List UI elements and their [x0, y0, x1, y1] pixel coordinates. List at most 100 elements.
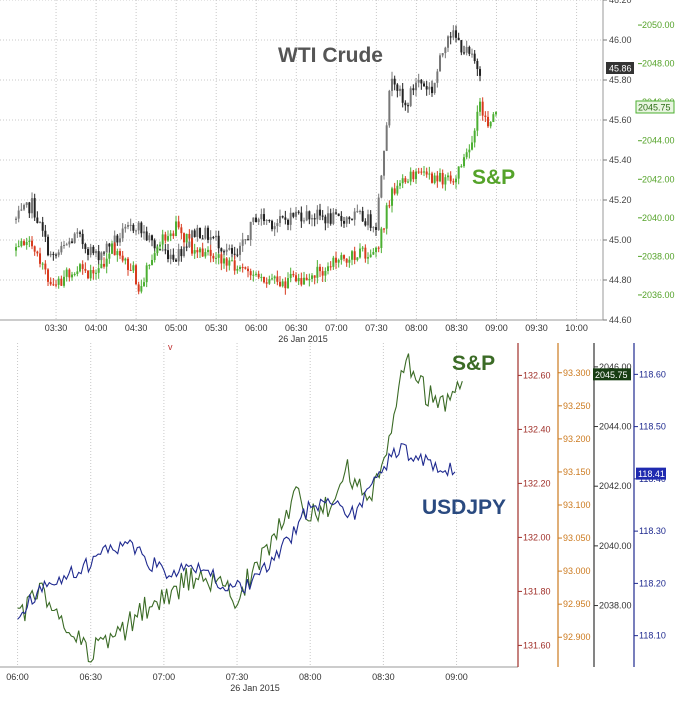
spx-top-candle	[113, 243, 116, 256]
spx-top-candle	[151, 259, 154, 265]
spx-top-candle	[215, 257, 218, 259]
wti-candle	[143, 231, 146, 234]
wti-candle	[292, 212, 295, 217]
spx-top-candle	[319, 266, 322, 272]
spx-top-candle	[140, 286, 143, 292]
top-date-label: 26 Jan 2015	[278, 334, 328, 344]
top-x-tick-label: 10:00	[565, 323, 588, 333]
wti-candle	[228, 248, 231, 250]
spx-top-candle	[73, 273, 76, 275]
wti-candle	[396, 84, 399, 91]
wti-axis-tick-label: 45.00	[609, 235, 632, 245]
spx-top-candle	[164, 234, 167, 241]
red-axis-tick-label: 131.60	[523, 640, 551, 650]
wti-axis-tick-label: 45.40	[609, 155, 632, 165]
wti-candle	[337, 213, 340, 216]
wti-candle	[97, 251, 100, 261]
wti-candle	[321, 215, 324, 217]
spx-top-candle	[417, 171, 420, 173]
spx-top-candle	[377, 247, 380, 249]
spx-top-candle	[436, 175, 439, 182]
wti-candle	[108, 243, 111, 247]
spx-top-candle	[380, 228, 383, 248]
wti-candle	[28, 202, 31, 214]
wti-candle	[103, 252, 106, 254]
spx-top-candle	[129, 269, 132, 271]
red-axis-tick-label: 132.20	[523, 478, 551, 488]
wti-candle	[17, 210, 20, 219]
wti-candle	[311, 218, 314, 220]
spx-top-candle	[87, 270, 90, 279]
spx-top-candle	[233, 260, 236, 271]
wti-candle	[225, 249, 228, 252]
orange-axis-tick-label: 93.300	[563, 368, 591, 378]
spx-top-candle	[364, 247, 367, 259]
wti-candle	[193, 230, 196, 238]
spx-top-candle	[353, 251, 356, 260]
wti-candle	[425, 86, 428, 90]
wti-candle	[255, 217, 258, 223]
spx-top-candle	[356, 257, 359, 260]
wti-axis-tick-label: 46.20	[609, 0, 632, 5]
spx-top-candle	[468, 149, 471, 153]
spx-top-candle	[305, 277, 308, 281]
wti-candle	[140, 222, 143, 234]
wti-candle	[372, 227, 375, 229]
wti-candle	[25, 202, 28, 206]
spx-top-candle	[20, 241, 23, 247]
wti-candle	[308, 211, 311, 220]
spx-top-candle	[241, 267, 244, 269]
spx-series-label-bottom: S&P	[452, 352, 495, 375]
wti-candle	[65, 244, 68, 246]
spx-top-candle	[185, 233, 188, 243]
spx-top-candle	[369, 254, 372, 258]
spx-top-candle	[308, 278, 311, 281]
wti-candle	[439, 55, 442, 72]
spx-bottom-axis-tick-label: 2044.00	[599, 422, 632, 432]
spx-top-candle	[49, 281, 52, 285]
wti-candle	[345, 217, 348, 224]
wti-candle	[81, 233, 84, 245]
spx-top-candle	[271, 278, 274, 280]
wti-candle	[41, 222, 44, 231]
spx-top-candle	[71, 274, 74, 278]
spx-last-value-top: 2045.75	[638, 102, 671, 112]
wti-candle	[465, 46, 468, 53]
spx-top-candle	[217, 254, 220, 258]
spx-top-candle	[404, 178, 407, 183]
wti-candle	[175, 259, 178, 262]
spx-top-candle	[105, 258, 108, 267]
wti-candle	[204, 227, 207, 239]
wti-candle	[420, 79, 423, 84]
spx-top-candle	[52, 284, 55, 286]
bottom-x-tick-label: 06:00	[6, 672, 29, 682]
wti-candle	[113, 235, 116, 247]
spx-top-candle	[487, 116, 490, 127]
wti-candle	[471, 53, 474, 55]
wti-candle	[161, 249, 164, 251]
spx-top-candle	[300, 278, 303, 285]
spx-axis-tick-label: 2048.00	[642, 59, 675, 69]
orange-axis-tick-label: 93.250	[563, 401, 591, 411]
spx-top-candle	[143, 282, 146, 287]
spx-top-candle	[15, 247, 18, 251]
wti-candle	[71, 241, 74, 243]
wti-candle	[63, 245, 66, 247]
spx-top-candle	[191, 238, 194, 254]
spx-top-candle	[204, 252, 207, 257]
spx-top-candle	[193, 250, 196, 254]
bottom-x-tick-label: 08:30	[372, 672, 395, 682]
spx-top-candle	[492, 114, 495, 122]
spx-top-candle	[465, 152, 468, 158]
spx-top-candle	[79, 264, 82, 272]
wti-candle	[423, 83, 426, 87]
spx-top-candle	[161, 234, 164, 245]
usdjpy-last-value-flag	[636, 467, 666, 480]
spx-top-candle	[180, 227, 183, 234]
spx-top-candle	[135, 265, 138, 285]
spx-top-candle	[316, 266, 319, 278]
spx-top-candle	[100, 263, 103, 269]
spx-top-candle	[452, 181, 455, 183]
top-x-tick-label: 09:00	[485, 323, 508, 333]
wti-candle	[359, 211, 362, 213]
